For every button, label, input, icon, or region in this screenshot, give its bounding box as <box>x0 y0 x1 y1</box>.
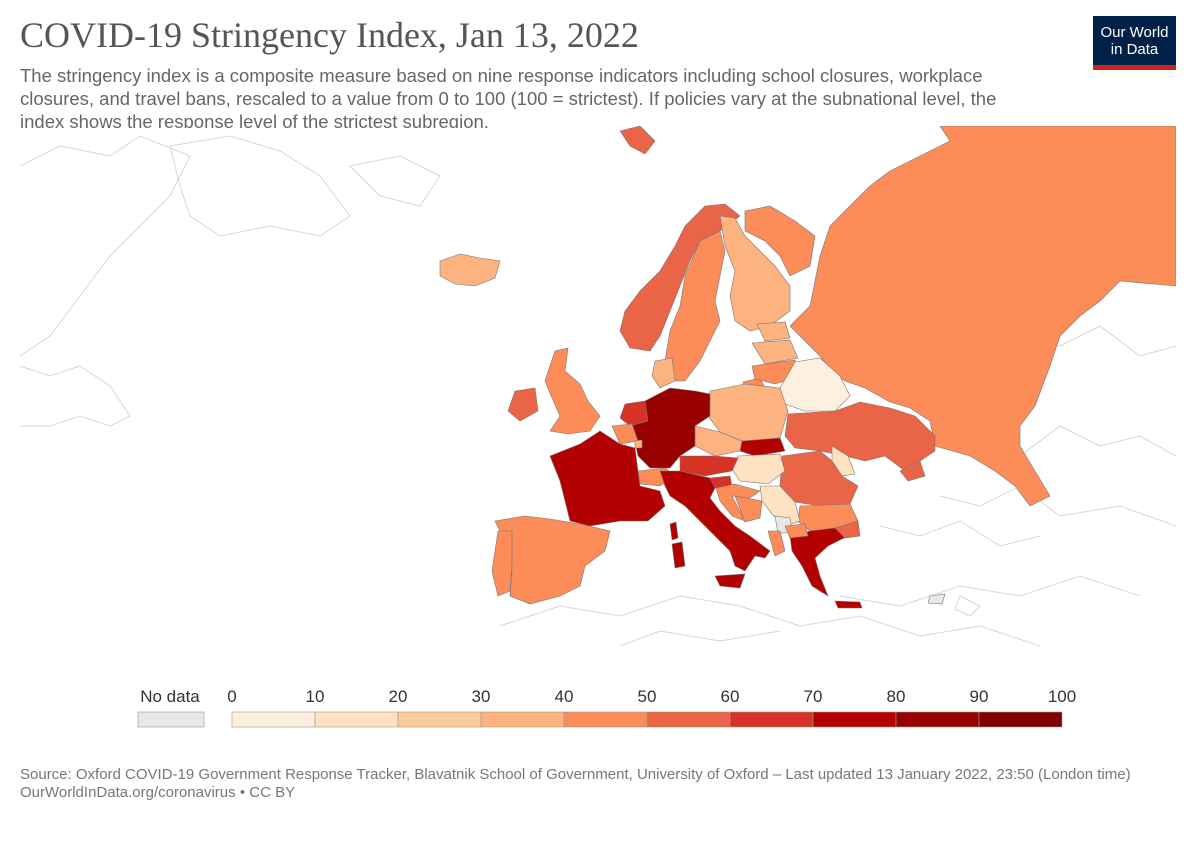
legend-tick-0: 0 <box>227 687 236 706</box>
country-sicily[interactable] <box>714 573 746 589</box>
country-portugal[interactable] <box>491 530 513 597</box>
country-finland[interactable] <box>719 215 791 332</box>
country-croatia[interactable] <box>715 483 761 522</box>
legend-ticks: 0 10 20 30 40 50 60 70 80 90 100 <box>227 687 1076 706</box>
legend-no-data-swatch[interactable] <box>137 711 205 728</box>
country-sweden[interactable] <box>664 230 726 382</box>
legend-tick-90: 90 <box>970 687 989 706</box>
country-iceland[interactable] <box>439 253 501 287</box>
country-bosnia[interactable] <box>734 495 763 523</box>
country-hungary[interactable] <box>731 453 786 485</box>
country-germany[interactable] <box>631 387 711 469</box>
legend-no-data-label: No data <box>140 687 200 706</box>
chart-title: COVID-19 Stringency Index, Jan 13, 2022 <box>20 15 639 55</box>
country-albania[interactable] <box>767 530 786 557</box>
source-link[interactable]: OurWorldInData.org/coronavirus • CC BY <box>20 784 296 801</box>
legend-tick-20: 20 <box>389 687 408 706</box>
legend-tick-40: 40 <box>555 687 574 706</box>
legend-tick-70: 70 <box>804 687 823 706</box>
legend-bin-0-10[interactable] <box>231 711 316 728</box>
legend-tick-60: 60 <box>721 687 740 706</box>
country-estonia[interactable] <box>756 321 791 342</box>
country-shapes <box>439 126 1176 609</box>
country-latvia[interactable] <box>751 339 799 365</box>
country-turkey-thrace[interactable] <box>834 520 861 539</box>
legend-tick-10: 10 <box>306 687 325 706</box>
country-slovakia[interactable] <box>739 437 786 457</box>
legend-bin-40-50[interactable] <box>563 711 648 728</box>
legend-bin-10-20[interactable] <box>314 711 399 728</box>
country-ireland[interactable] <box>507 387 539 422</box>
country-russia-north[interactable] <box>744 205 816 277</box>
country-luxembourg[interactable] <box>634 439 643 449</box>
logo-line-1: Our World <box>1100 24 1169 41</box>
country-corsica[interactable] <box>669 521 679 541</box>
country-united-kingdom[interactable] <box>544 347 601 435</box>
country-russia[interactable] <box>789 126 1176 507</box>
country-moldova[interactable] <box>831 445 856 477</box>
source-text: Source: Oxford COVID-19 Government Respo… <box>20 766 1131 783</box>
legend-bin-50-60[interactable] <box>646 711 731 728</box>
legend-tick-30: 30 <box>472 687 491 706</box>
country-denmark[interactable] <box>651 357 676 389</box>
country-italy[interactable] <box>659 470 771 572</box>
legend-bin-60-70[interactable] <box>729 711 814 728</box>
legend-tick-100: 100 <box>1048 687 1076 706</box>
legend-tick-80: 80 <box>887 687 906 706</box>
country-france[interactable] <box>549 430 666 527</box>
source-note: Source: Oxford COVID-19 Government Respo… <box>20 766 1170 802</box>
country-serbia[interactable] <box>759 485 801 527</box>
legend-bin-30-40[interactable] <box>480 711 565 728</box>
owid-logo[interactable]: Our World in Data <box>1093 16 1176 70</box>
country-no-data-cyprus[interactable] <box>927 593 946 605</box>
logo-line-2: in Data <box>1110 41 1159 58</box>
country-north-macedonia[interactable] <box>784 523 809 539</box>
country-greece[interactable] <box>789 527 849 597</box>
country-norway-north-islands[interactable] <box>619 126 656 155</box>
legend-bins <box>231 711 1063 728</box>
legend-tick-50: 50 <box>638 687 657 706</box>
country-netherlands[interactable] <box>619 400 649 427</box>
legend-bin-90-100[interactable] <box>978 711 1063 728</box>
country-crimea[interactable] <box>899 460 926 482</box>
chart-subtitle: The stringency index is a composite meas… <box>20 65 997 128</box>
legend-bin-70-80[interactable] <box>812 711 897 728</box>
color-legend: No data 0 10 20 30 40 50 60 70 80 90 100 <box>137 687 1076 728</box>
country-sardinia[interactable] <box>671 541 686 569</box>
legend-bin-80-90[interactable] <box>895 711 980 728</box>
legend-bin-20-30[interactable] <box>397 711 482 728</box>
europe-map <box>20 126 1176 647</box>
country-crete[interactable] <box>834 600 863 609</box>
